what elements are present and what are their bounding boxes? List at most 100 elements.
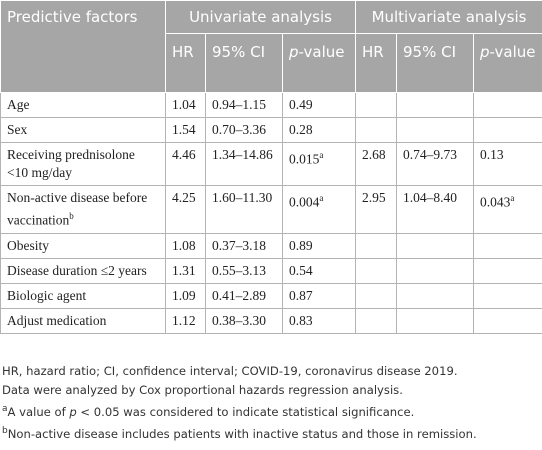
header-cell: Univariate analysis: [165, 0, 356, 34]
subheader-cell: 95% CI: [205, 33, 283, 93]
table-cell: 0.54: [282, 257, 356, 284]
subheader-cell: p-value: [472, 33, 542, 93]
table-cell: 0.41–2.89: [205, 282, 283, 309]
table-cell: [396, 282, 474, 309]
table-cell: [396, 257, 474, 284]
text-part: HR, hazard ratio; CI, confidence interva…: [2, 364, 458, 378]
table-cell: 0.70–3.36: [205, 117, 283, 143]
subheader-cell: HR: [165, 33, 206, 93]
cell-text: 0.043: [480, 194, 511, 210]
results-table: Predictive factors Univariate analysis M…: [0, 0, 542, 334]
table-cell: 2.95: [355, 185, 397, 234]
superscript: a: [319, 193, 324, 203]
text-part: -value: [298, 43, 345, 61]
table-cell: [355, 92, 397, 118]
table-cell: 0.87: [282, 282, 356, 309]
table-cell: [355, 117, 397, 143]
table-cell: [355, 307, 397, 334]
superscript: b: [69, 211, 74, 221]
table-cell: 0.043a: [472, 185, 542, 234]
superscript: a: [2, 404, 8, 414]
cell-text: 0.015: [289, 151, 320, 167]
table-row: Biologic agent 1.09 0.41–2.89 0.87: [0, 282, 542, 309]
table-cell: Sex: [0, 117, 166, 143]
footnote: HR, hazard ratio; CI, confidence interva…: [2, 362, 477, 381]
table-cell: 0.004a: [282, 185, 356, 234]
cell-text: Non-active disease before vaccination: [7, 190, 148, 228]
table-cell: 0.74–9.73: [396, 142, 474, 186]
table-cell: Biologic agent: [0, 282, 166, 309]
header-cell: Predictive factors: [0, 0, 166, 93]
table-cell: Obesity: [0, 232, 166, 259]
table-cell: 1.60–11.30: [205, 185, 283, 234]
text-part: -value: [489, 43, 536, 61]
subheader-row: HR 95% CI p-value HR 95% CI p-value: [1, 33, 542, 93]
table-cell: Receiving prednisolone <10 mg/day: [0, 142, 166, 186]
subheader-cell: 95% CI: [396, 33, 474, 93]
cell-text: 0.004: [289, 194, 320, 210]
table-cell: 0.83: [282, 307, 356, 334]
table-cell: [355, 232, 397, 259]
table-cell: 0.55–3.13: [205, 257, 283, 284]
table-cell: [472, 117, 542, 143]
table-cell: [396, 92, 474, 118]
subheader-cell: HR: [355, 33, 397, 93]
table-cell: Adjust medication: [0, 307, 166, 334]
table-cell: Age: [0, 92, 166, 118]
table-cell: 1.12: [165, 307, 206, 334]
text-part: Data were analyzed by Cox proportional h…: [2, 383, 403, 397]
table-cell: [355, 257, 397, 284]
table-row: Sex 1.54 0.70–3.36 0.28: [0, 117, 542, 143]
table-cell: Non-active disease before vaccinationb: [0, 185, 166, 234]
table-cell: 0.13: [472, 142, 542, 186]
table-cell: 4.46: [165, 142, 206, 186]
footnote: bNon-active disease includes patients wi…: [2, 422, 477, 444]
table-cell: 1.54: [165, 117, 206, 143]
table-row: Non-active disease before vaccinationb 4.…: [0, 185, 542, 234]
table-cell: 1.34–14.86: [205, 142, 283, 186]
table-cell: 1.09: [165, 282, 206, 309]
table-row: Adjust medication 1.12 0.38–3.30 0.83: [0, 307, 542, 334]
table-cell: [472, 92, 542, 118]
table-cell: 0.28: [282, 117, 356, 143]
table-cell: 0.89: [282, 232, 356, 259]
table-cell: 2.68: [355, 142, 397, 186]
header-row: Predictive factors Univariate analysis M…: [0, 0, 542, 93]
table-cell: [355, 282, 397, 309]
superscript: a: [319, 150, 324, 160]
text-part: Non-active disease includes patients wit…: [7, 426, 477, 441]
superscript: b: [2, 425, 8, 436]
table-cell: [396, 307, 474, 334]
text-part: p: [69, 404, 77, 419]
footnote: aA value of p < 0.05 was considered to i…: [2, 400, 477, 422]
table-cell: [472, 282, 542, 309]
table-cell: 1.31: [165, 257, 206, 284]
table-cell: Disease duration ≤2 years: [0, 257, 166, 284]
table-cell: 1.04–8.40: [396, 185, 474, 234]
table-cell: 0.94–1.15: [205, 92, 283, 118]
table-cell: 1.04: [165, 92, 206, 118]
table-row: Receiving prednisolone <10 mg/day 4.46 1.3…: [0, 142, 542, 186]
table-cell: 0.49: [282, 92, 356, 118]
text-part: p: [480, 43, 490, 61]
table-cell: 0.38–3.30: [205, 307, 283, 334]
table-body: Age 1.04 0.94–1.15 0.49 Sex 1.54 0.70–3.36 0.28…: [0, 92, 542, 334]
table-cell: [396, 232, 474, 259]
table-cell: [472, 232, 542, 259]
table-cell: 1.08: [165, 232, 206, 259]
header-cell: Multivariate analysis: [354, 0, 542, 34]
superscript: a: [510, 193, 515, 203]
table-cell: 4.25: [165, 185, 206, 234]
table-row: Obesity 1.08 0.37–3.18 0.89: [0, 232, 542, 259]
text-part: < 0.05 was considered to indicate statis…: [76, 404, 415, 419]
table-cell: 0.37–3.18: [205, 232, 283, 259]
table-row: Disease duration ≤2 years 1.31 0.55–3.13 0.…: [0, 257, 542, 284]
table-cell: [396, 117, 474, 143]
subheader-cell: p-value: [282, 33, 356, 93]
footnotes: HR, hazard ratio; CI, confidence interva…: [2, 362, 477, 444]
table-row: Age 1.04 0.94–1.15 0.49: [0, 92, 542, 118]
text-part: p: [289, 43, 299, 61]
text-part: A value of: [7, 404, 70, 419]
footnote: Data were analyzed by Cox proportional h…: [2, 381, 477, 400]
